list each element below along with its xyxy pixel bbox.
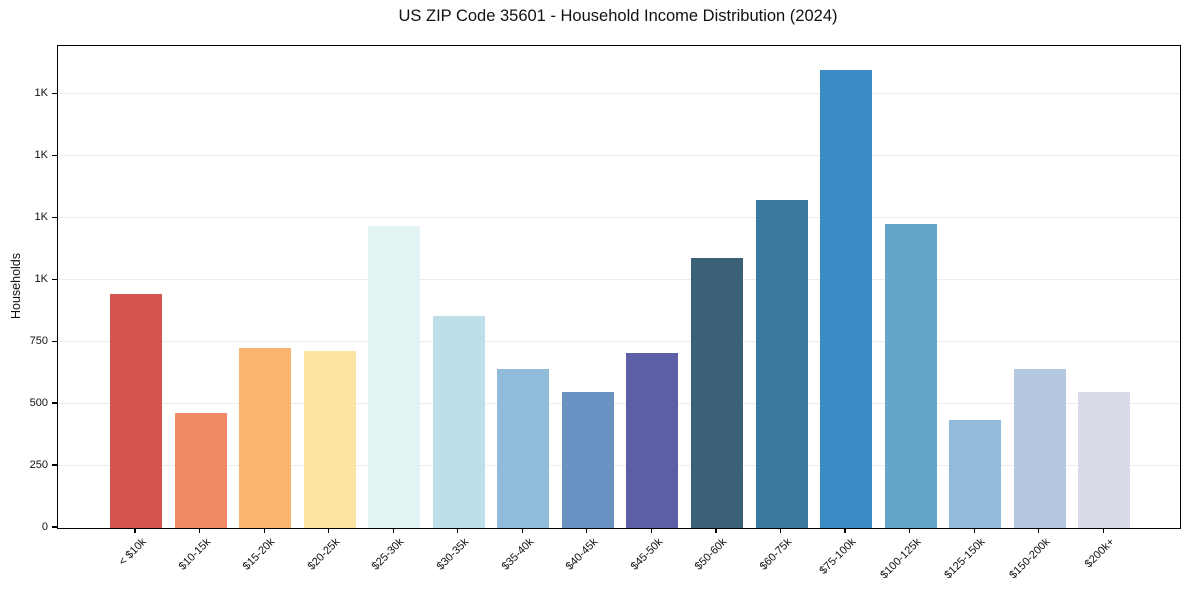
x-tick-mark (457, 528, 459, 533)
x-tick-label: $15-20k (240, 536, 278, 573)
x-tick-mark (521, 528, 523, 533)
bar-75-100k (820, 69, 873, 528)
x-tick-label: $25-30k (370, 536, 407, 573)
y-tick-mark (52, 154, 57, 156)
bar-200k+ (1078, 391, 1131, 528)
x-tick-mark (650, 528, 652, 533)
x-tick-mark (1102, 528, 1104, 533)
x-tick-label: $45-50k (628, 536, 665, 573)
bar-30-35k (432, 316, 485, 528)
y-tick-label: 1K (34, 86, 48, 99)
bar-125-150k (949, 420, 1002, 528)
x-tick-label: $40-45k (563, 536, 601, 573)
x-tick-label: $35-40k (499, 536, 536, 573)
bar-15-20k (239, 348, 292, 528)
x-tick-mark (263, 528, 265, 533)
y-tick-label: 1K (34, 210, 48, 223)
x-tick-mark (198, 528, 201, 533)
x-tick-mark (909, 528, 911, 533)
gridline (58, 403, 1180, 405)
gridline (58, 93, 1180, 95)
gridline (58, 217, 1180, 219)
x-tick-mark (973, 528, 975, 533)
x-tick-label: $30-35k (434, 536, 472, 573)
x-tick-mark (392, 528, 394, 533)
x-tick-mark (328, 528, 330, 533)
gridline (58, 465, 1180, 467)
plot-area (57, 45, 1181, 529)
bar-100-125k (884, 224, 937, 528)
bar-25-30k (368, 225, 421, 528)
x-tick-label: $125-150k (942, 536, 988, 582)
bar-150-200k (1013, 369, 1066, 528)
x-tick-label: $10-15k (176, 536, 214, 573)
y-tick-label: 500 (29, 396, 48, 409)
x-tick-label: $60-75k (757, 536, 794, 573)
chart-title: US ZIP Code 35601 - Household Income Dis… (398, 7, 838, 25)
x-tick-label: $75-100k (817, 536, 859, 577)
x-tick-mark (715, 528, 717, 533)
bar-10-15k (174, 412, 227, 528)
x-tick-mark (586, 528, 588, 533)
bar-40-45k (561, 391, 614, 528)
y-tick-mark (52, 526, 57, 528)
y-tick-label: 1K (34, 272, 48, 285)
x-tick-mark (1038, 528, 1040, 533)
x-tick-label: $100-125k (877, 536, 924, 582)
y-tick-mark (52, 216, 57, 218)
y-tick-mark (52, 402, 57, 404)
x-tick-mark (134, 528, 136, 533)
y-tick-label: 0 (41, 520, 48, 533)
y-tick-mark (52, 464, 57, 466)
x-tick-label: $150-200k (1006, 536, 1053, 582)
y-tick-label: 250 (29, 458, 48, 471)
y-tick-mark (52, 340, 57, 342)
gridline (58, 155, 1180, 157)
x-tick-label: $200k+ (1082, 536, 1117, 571)
x-tick-label: $20-25k (305, 536, 343, 573)
y-tick-label: 1K (34, 148, 48, 161)
bar-45-50k (626, 353, 679, 528)
x-tick-mark (844, 528, 846, 533)
bar-10k (110, 293, 162, 528)
gridline (58, 279, 1180, 281)
gridline (58, 341, 1180, 343)
x-tick-mark (779, 528, 782, 533)
bar-20-25k (303, 350, 356, 528)
y-tick-label: 750 (29, 334, 48, 347)
bar-35-40k (497, 369, 550, 528)
x-tick-label: < $10k (116, 536, 149, 569)
bar-50-60k (690, 257, 743, 528)
x-tick-label: $50-60k (692, 536, 730, 573)
bar-60-75k (755, 199, 808, 528)
y-tick-mark (52, 92, 57, 94)
y-tick-mark (52, 278, 57, 280)
